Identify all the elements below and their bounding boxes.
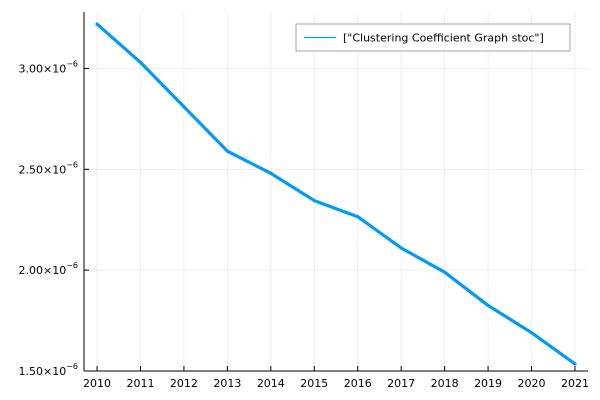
- x-tick-label: 2012: [170, 377, 198, 390]
- x-tick-label: 2020: [518, 377, 546, 390]
- y-tick-label: 2.50×10−6: [18, 160, 78, 176]
- y-ticks: 1.50×10−6 2.00×10−6 2.50×10−6 3.00×10−6: [18, 59, 89, 378]
- data-point: [138, 60, 143, 65]
- data-point: [95, 22, 99, 26]
- data-point: [225, 149, 229, 153]
- data-point: [356, 215, 360, 219]
- legend-box: [295, 23, 571, 52]
- axes: [83, 12, 588, 372]
- x-tick-label: 2015: [300, 377, 328, 390]
- x-ticks: 2010 2011 2012 2013 2014 2015 2016 2017 2018 2019…: [83, 366, 589, 390]
- y-tick-label: 2.00×10−6: [18, 261, 78, 277]
- x-tick-label: 2018: [431, 377, 459, 390]
- data-point: [529, 331, 534, 335]
- data-point: [399, 246, 403, 250]
- data-point: [312, 198, 316, 203]
- data-point: [573, 362, 577, 366]
- x-tick-label: 2017: [387, 377, 415, 390]
- y-tick-label: 1.50×10−6: [18, 362, 78, 378]
- series-line: [95, 22, 577, 366]
- x-tick-label: 2014: [257, 377, 285, 390]
- legend: ["Clustering Coefficient Graph stoc"]: [295, 23, 571, 52]
- x-tick-label: 2021: [561, 377, 589, 390]
- x-tick-label: 2019: [474, 377, 502, 390]
- grid: [84, 12, 588, 372]
- data-point: [269, 171, 273, 175]
- x-tick-label: 2010: [83, 377, 111, 390]
- series-lines: [95, 22, 577, 366]
- y-tick-label: 3.00×10−6: [18, 59, 78, 75]
- legend-label: ["Clustering Coefficient Graph stoc"]: [343, 32, 544, 45]
- data-point: [486, 303, 490, 308]
- data-point: [182, 105, 186, 109]
- x-tick-label: 2016: [344, 377, 372, 390]
- x-tick-label: 2011: [126, 377, 154, 390]
- x-tick-label: 2013: [213, 377, 241, 390]
- data-point: [443, 270, 447, 274]
